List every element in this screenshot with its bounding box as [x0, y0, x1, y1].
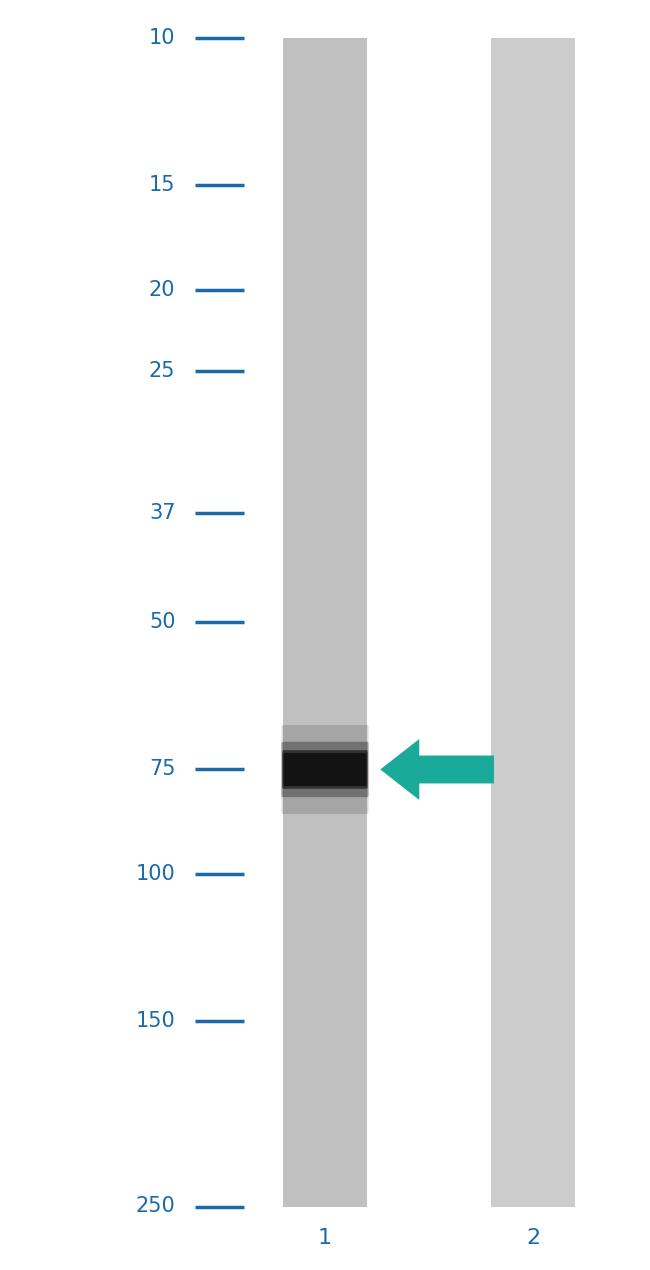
Bar	[491, 38, 575, 1206]
Text: 150: 150	[136, 1011, 176, 1031]
FancyBboxPatch shape	[281, 725, 369, 814]
Text: 100: 100	[136, 864, 176, 884]
Text: 250: 250	[136, 1196, 176, 1217]
FancyBboxPatch shape	[282, 751, 368, 789]
Text: 10: 10	[149, 28, 176, 48]
Text: 1: 1	[318, 1228, 332, 1248]
Bar	[283, 38, 367, 1206]
Text: 75: 75	[149, 759, 176, 780]
FancyBboxPatch shape	[283, 753, 367, 786]
Text: 2: 2	[526, 1228, 540, 1248]
Text: 20: 20	[149, 279, 176, 300]
Polygon shape	[380, 739, 494, 800]
Text: 25: 25	[149, 361, 176, 381]
FancyBboxPatch shape	[281, 742, 369, 798]
Text: 37: 37	[149, 503, 176, 523]
Text: 50: 50	[149, 612, 176, 632]
Text: 15: 15	[149, 175, 176, 196]
